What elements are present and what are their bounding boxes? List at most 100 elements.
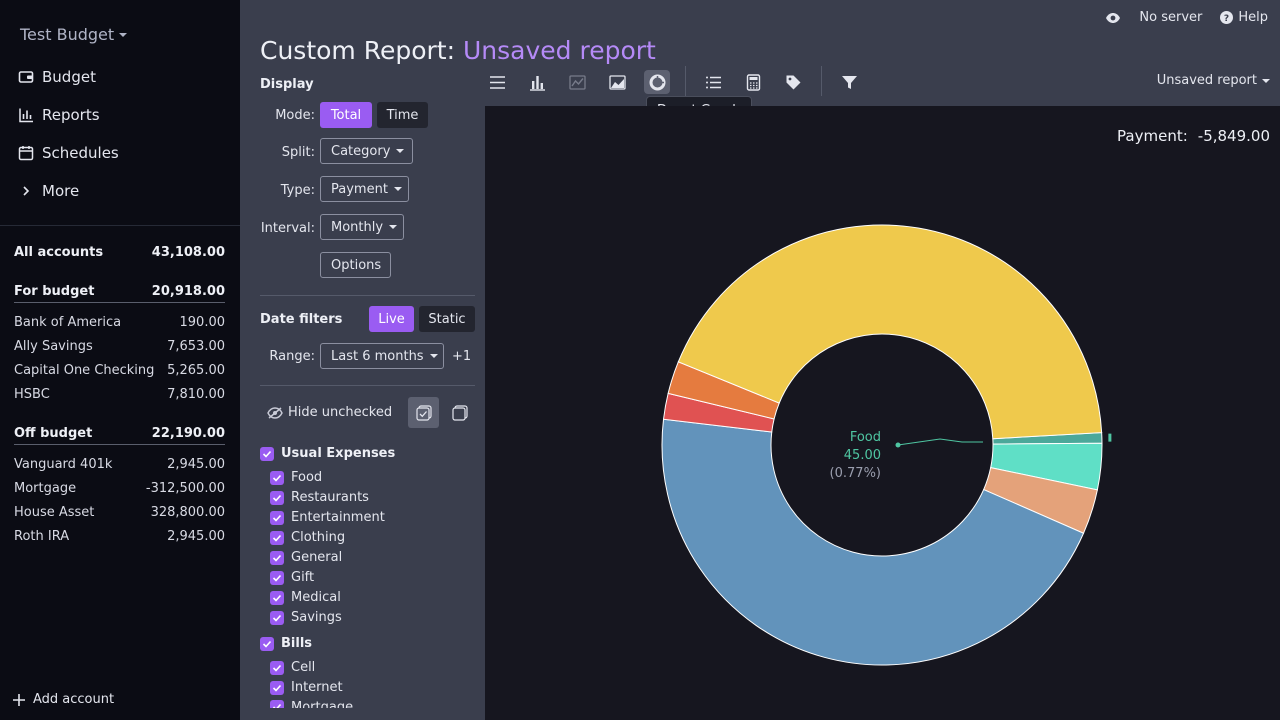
account-name: Vanguard 401k [14, 457, 113, 472]
account-name: Mortgage [14, 481, 77, 496]
server-label: No server [1139, 10, 1203, 25]
options-button[interactable]: Options [320, 252, 391, 278]
donut-chart[interactable]: Food 45.00 (0.77%) [485, 106, 1280, 720]
range-select[interactable]: Last 6 months [320, 343, 444, 369]
topbar: No server ? Help [1105, 10, 1268, 25]
date-live-button[interactable]: Live [369, 306, 414, 332]
server-status[interactable]: No server [1139, 10, 1202, 25]
unselect-all-button[interactable] [444, 397, 475, 428]
show-legend-button[interactable] [700, 70, 726, 94]
list-icon [705, 76, 721, 88]
checkbox-checked-icon[interactable] [270, 680, 284, 695]
checkbox-checked-icon[interactable] [270, 530, 284, 545]
plus-icon [13, 693, 25, 706]
split-select[interactable]: Category [320, 138, 413, 164]
checkbox-checked-icon[interactable] [270, 660, 284, 675]
account-balance: 22,190.00 [151, 426, 225, 441]
line-graph-button[interactable] [564, 70, 590, 94]
bar-graph-button[interactable] [524, 70, 550, 94]
category-label: Gift [291, 570, 315, 585]
account-row-house-asset[interactable]: House Asset 328,800.00 [14, 505, 225, 520]
account-balance: 7,810.00 [167, 387, 225, 402]
account-row-capital-one[interactable]: Capital One Checking 5,265.00 [14, 363, 225, 378]
area-graph-button[interactable] [604, 70, 630, 94]
table-view-button[interactable] [484, 70, 510, 94]
category-item-cell[interactable]: Cell [270, 660, 315, 675]
category-item-medical[interactable]: Medical [270, 590, 341, 605]
panel-divider [260, 295, 475, 296]
date-static-button[interactable]: Static [419, 306, 475, 332]
donut-graph-button[interactable] [644, 70, 670, 94]
checkbox-checked-icon[interactable] [270, 550, 284, 565]
checkbox-checked-icon[interactable] [270, 610, 284, 625]
hide-unchecked-toggle[interactable]: Hide unchecked [267, 405, 392, 420]
nav-item-schedules[interactable]: Schedules [18, 144, 119, 162]
for-budget-row[interactable]: For budget 20,918.00 [14, 284, 225, 303]
category-item-food[interactable]: Food [270, 470, 322, 485]
account-name: Off budget [14, 426, 93, 441]
category-item-general[interactable]: General [270, 550, 342, 565]
callout-dot [895, 442, 901, 448]
privacy-toggle[interactable] [1105, 12, 1121, 24]
page-title-report-name: Unsaved report [462, 36, 656, 65]
category-item-savings[interactable]: Savings [270, 610, 342, 625]
category-label: Mortgage [291, 700, 354, 708]
category-group-usual-expenses[interactable]: Usual Expenses [260, 446, 395, 461]
category-item-entertainment[interactable]: Entertainment [270, 510, 385, 525]
summary-value: -5,849.00 [1197, 127, 1270, 145]
select-all-button[interactable] [408, 397, 439, 428]
checkbox-checked-icon[interactable] [260, 446, 274, 461]
donut-slice[interactable] [677, 224, 1103, 440]
checkbox-checked-icon[interactable] [270, 590, 284, 605]
donut-slice[interactable] [661, 418, 1085, 666]
checkbox-checked-icon[interactable] [270, 570, 284, 585]
type-select[interactable]: Payment [320, 176, 409, 202]
checkbox-checked-icon[interactable] [270, 700, 284, 708]
category-label: Medical [291, 590, 341, 605]
add-account-label: Add account [33, 692, 115, 707]
toolbar-divider [685, 66, 686, 96]
category-label: Clothing [291, 530, 346, 545]
split-label: Split: [281, 145, 315, 160]
caret-down-icon [1262, 78, 1270, 83]
budget-name-label: Test Budget [20, 25, 115, 44]
account-row-roth-ira[interactable]: Roth IRA 2,945.00 [14, 529, 225, 544]
checkbox-checked-icon[interactable] [270, 490, 284, 505]
nav-item-reports[interactable]: Reports [18, 106, 100, 124]
report-menu[interactable]: Unsaved report [1157, 73, 1270, 88]
show-labels-button[interactable] [780, 70, 806, 94]
all-accounts-row[interactable]: All accounts 43,108.00 [14, 245, 225, 260]
add-account-button[interactable]: Add account [13, 692, 114, 707]
page-title: Custom Report: Unsaved report [260, 36, 656, 65]
interval-select[interactable]: Monthly [320, 214, 404, 240]
account-row-hsbc[interactable]: HSBC 7,810.00 [14, 387, 225, 402]
range-extra[interactable]: +1 [452, 349, 472, 364]
checkbox-checked-icon[interactable] [270, 470, 284, 485]
filter-button[interactable] [836, 70, 862, 94]
account-row-ally-savings[interactable]: Ally Savings 7,653.00 [14, 339, 225, 354]
nav-item-more[interactable]: More [18, 182, 79, 200]
category-item-restaurants[interactable]: Restaurants [270, 490, 369, 505]
category-item-mortgage[interactable]: Mortgage [270, 700, 353, 708]
category-group-bills[interactable]: Bills [260, 636, 312, 651]
category-item-gift[interactable]: Gift [270, 570, 314, 585]
nav-item-budget[interactable]: Budget [18, 68, 96, 86]
account-name: House Asset [14, 505, 95, 520]
report-menu-label: Unsaved report [1156, 73, 1257, 88]
show-summary-button[interactable] [740, 70, 766, 94]
category-item-internet[interactable]: Internet [270, 680, 343, 695]
help-button[interactable]: ? Help [1220, 10, 1268, 25]
mode-total-button[interactable]: Total [320, 102, 372, 128]
budget-name-menu[interactable]: Test Budget [20, 25, 128, 44]
account-row-vanguard[interactable]: Vanguard 401k 2,945.00 [14, 457, 225, 472]
category-item-clothing[interactable]: Clothing [270, 530, 345, 545]
category-label: General [291, 550, 343, 565]
account-row-mortgage[interactable]: Mortgage -312,500.00 [14, 481, 225, 496]
chevron-right-icon [23, 186, 30, 196]
account-row-bank-of-america[interactable]: Bank of America 190.00 [14, 315, 225, 330]
checkbox-checked-icon[interactable] [260, 636, 274, 651]
account-name: All accounts [14, 245, 104, 260]
checkbox-checked-icon[interactable] [270, 510, 284, 525]
off-budget-row[interactable]: Off budget 22,190.00 [14, 426, 225, 445]
mode-time-button[interactable]: Time [377, 102, 428, 128]
